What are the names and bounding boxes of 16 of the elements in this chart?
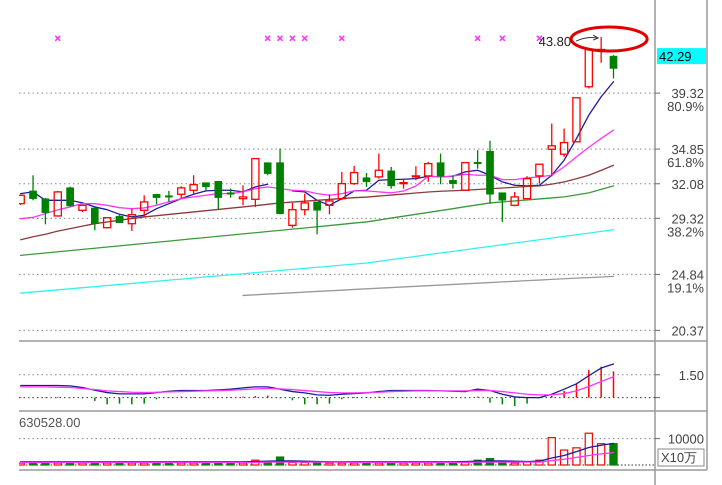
y2-tick-label: 80.9%	[667, 99, 704, 114]
y-tick-label: 39.32	[671, 86, 704, 102]
y-tick-label: 24.84	[671, 267, 704, 282]
y-tick-label: 34.85	[671, 142, 704, 158]
text: 42.29	[659, 49, 692, 64]
y2-tick-label: 38.2%	[667, 224, 704, 240]
text: 630528.00	[19, 415, 80, 430]
y-tick-label: 29.32	[671, 211, 704, 226]
annotation: 43.80	[538, 34, 572, 50]
text: 10000	[668, 432, 704, 447]
y2-tick-label: 61.8%	[667, 155, 704, 170]
y-tick-label: 32.08	[671, 176, 704, 192]
y-axis-title: X10万	[661, 450, 698, 465]
y-tick-label: 20.37	[671, 323, 704, 338]
y2-tick-label: 19.1%	[667, 280, 704, 296]
text: 1.50	[678, 368, 704, 383]
